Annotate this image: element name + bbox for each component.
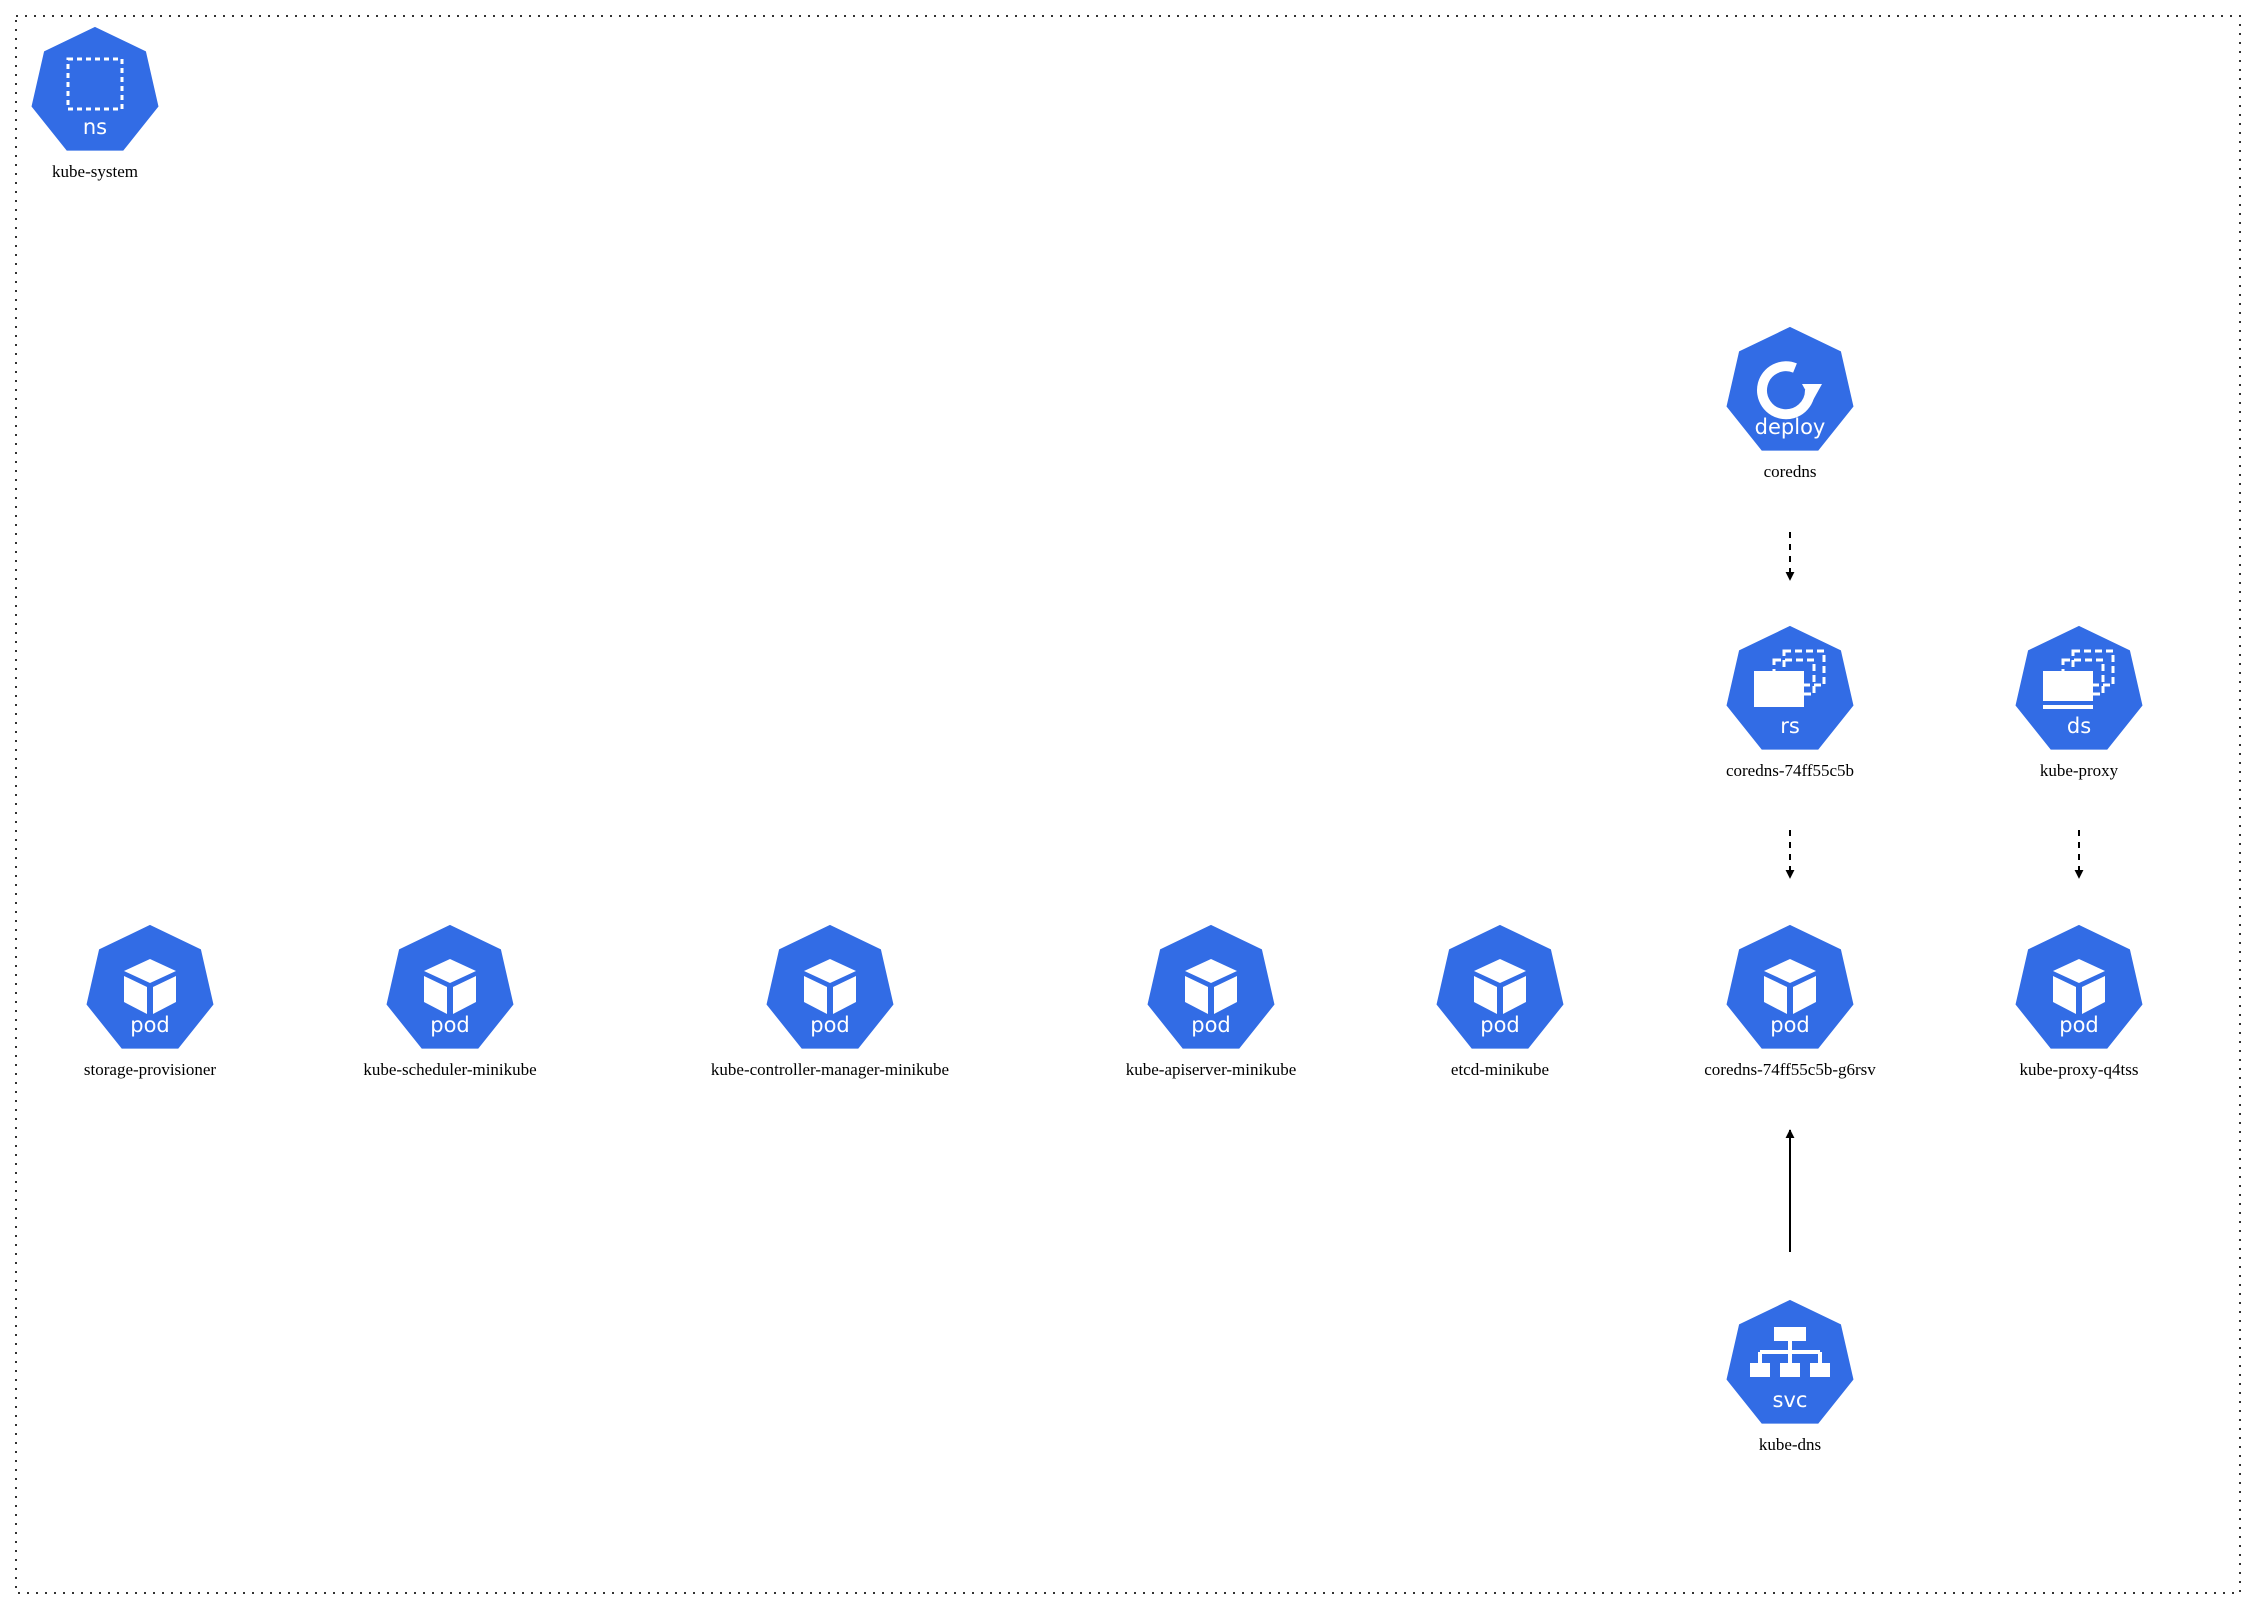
node-name-label: coredns: [1764, 462, 1817, 481]
pod-icon: [1474, 959, 1526, 1014]
node-kind-label: pod: [810, 1013, 850, 1037]
node-shape: [386, 924, 514, 1049]
node-kind-label: pod: [1770, 1013, 1810, 1037]
node-name-label: kube-controller-manager-minikube: [711, 1060, 949, 1079]
namespace-frame: [15, 15, 2241, 1594]
node-shape: [1147, 924, 1275, 1049]
node-kind-label: ns: [83, 115, 107, 139]
node-kind-label: pod: [1191, 1013, 1231, 1037]
node-name-label: kube-dns: [1759, 1435, 1821, 1454]
node-kind-label: pod: [130, 1013, 170, 1037]
pod-node-coredns-74ff55c5b-g6rsv[interactable]: pod coredns-74ff55c5b-g6rsv: [1704, 924, 1876, 1079]
node-kind-label: pod: [1480, 1013, 1520, 1037]
node-name-label: storage-provisioner: [84, 1060, 217, 1079]
node-kind-label: rs: [1780, 714, 1800, 738]
node-name-label: kube-apiserver-minikube: [1126, 1060, 1297, 1079]
node-name-label: kube-scheduler-minikube: [363, 1060, 536, 1079]
pod-node-etcd-minikube[interactable]: pod etcd-minikube: [1436, 924, 1564, 1079]
node-name-label: coredns-74ff55c5b-g6rsv: [1704, 1060, 1876, 1079]
rs-node-coredns-74ff55c5b[interactable]: rs coredns-74ff55c5b: [1726, 625, 1854, 780]
service-icon: [1750, 1327, 1830, 1377]
pod-icon: [1185, 959, 1237, 1014]
node-shape: [86, 924, 214, 1049]
node-kind-label: ds: [2067, 714, 2091, 738]
node-name-label: kube-proxy-q4tss: [2020, 1060, 2139, 1079]
node-name-label: coredns-74ff55c5b: [1726, 761, 1854, 780]
node-name-label: kube-proxy: [2040, 761, 2119, 780]
nodes-layer: ns kube-system deploy coredns rs coredns-74ff…: [31, 26, 2143, 1454]
pod-icon: [424, 959, 476, 1014]
pod-icon: [2053, 959, 2105, 1014]
node-shape: [31, 26, 159, 151]
pod-icon: [804, 959, 856, 1014]
node-kind-label: pod: [430, 1013, 470, 1037]
pod-node-kube-scheduler-minikube[interactable]: pod kube-scheduler-minikube: [363, 924, 537, 1079]
node-shape: [1726, 924, 1854, 1049]
node-kind-label: svc: [1773, 1388, 1808, 1412]
deployment-icon: [1757, 361, 1822, 420]
edges-layer: [1785, 532, 2084, 1252]
pod-icon: [1764, 959, 1816, 1014]
node-name-label: etcd-minikube: [1451, 1060, 1549, 1079]
namespace-icon: [66, 57, 124, 111]
daemonset-icon: [2043, 649, 2115, 709]
pod-node-kube-apiserver-minikube[interactable]: pod kube-apiserver-minikube: [1126, 924, 1297, 1079]
pod-node-storage-provisioner[interactable]: pod storage-provisioner: [84, 924, 217, 1079]
namespace-node-kube-system[interactable]: ns kube-system: [31, 26, 159, 181]
node-kind-label: deploy: [1755, 415, 1826, 439]
svc-node-kube-dns[interactable]: svc kube-dns: [1726, 1299, 1854, 1454]
node-kind-label: pod: [2059, 1013, 2099, 1037]
pod-node-kube-proxy-q4tss[interactable]: pod kube-proxy-q4tss: [2015, 924, 2143, 1079]
deploy-node-coredns[interactable]: deploy coredns: [1726, 326, 1854, 481]
node-name-label: kube-system: [52, 162, 138, 181]
pod-icon: [124, 959, 176, 1014]
node-shape: [2015, 924, 2143, 1049]
ds-node-kube-proxy[interactable]: ds kube-proxy: [2015, 625, 2143, 780]
pod-node-kube-controller-manager-minikube[interactable]: pod kube-controller-manager-minikube: [711, 924, 949, 1079]
replicaset-icon: [1754, 649, 1826, 707]
node-shape: [1726, 326, 1854, 451]
node-shape: [1436, 924, 1564, 1049]
node-shape: [766, 924, 894, 1049]
